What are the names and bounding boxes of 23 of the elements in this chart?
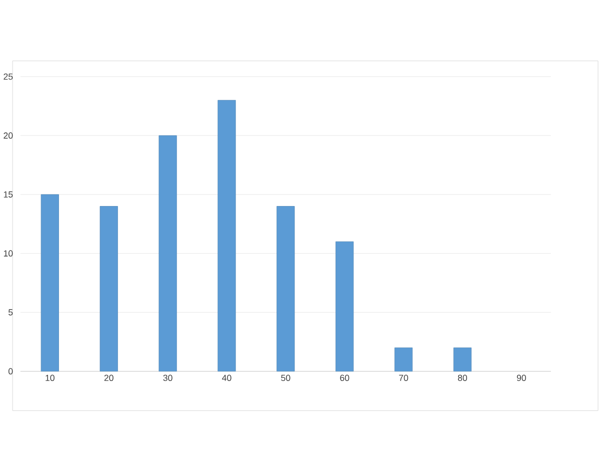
- bar: [336, 242, 354, 372]
- x-tick-label: 60: [340, 375, 350, 382]
- bar: [40, 194, 59, 372]
- y-tick-label: 15: [4, 192, 13, 198]
- bar: [100, 206, 118, 372]
- y-tick-label: 0: [8, 368, 13, 375]
- x-tick-label: 10: [46, 375, 54, 382]
- y-tick-label: 10: [4, 250, 13, 257]
- x-tick-label: 30: [163, 375, 172, 382]
- bar: [453, 348, 472, 372]
- x-tick-label: 50: [281, 375, 290, 382]
- x-tick-label: 40: [222, 375, 232, 382]
- y-tick-label: 5: [8, 310, 13, 316]
- x-tick-label: 80: [458, 375, 468, 382]
- bar: [158, 136, 177, 372]
- x-tick-label: 70: [399, 375, 408, 382]
- bar: [394, 348, 413, 372]
- bar: [276, 206, 295, 372]
- x-tick-label: 90: [516, 375, 526, 382]
- x-tick-label: 20: [104, 375, 114, 382]
- y-tick-label: 25: [4, 74, 13, 80]
- y-tick-label: 20: [4, 132, 13, 139]
- bar: [218, 100, 236, 372]
